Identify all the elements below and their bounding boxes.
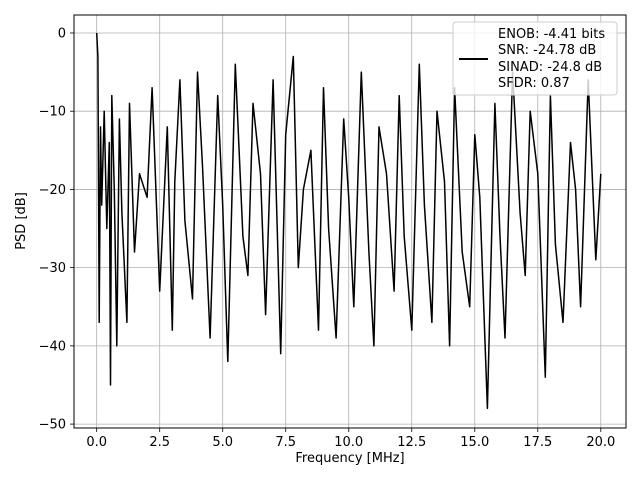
y-tick-label: 0 bbox=[58, 26, 66, 41]
x-tick-label: 7.5 bbox=[275, 435, 296, 450]
x-tick-label: 17.5 bbox=[523, 435, 552, 450]
x-tick-label: 5.0 bbox=[212, 435, 233, 450]
x-axis-ticks: 0.0 2.5 5.0 7.5 10.0 12.5 15.0 17.5 20.0 bbox=[86, 428, 615, 450]
legend-snr: SNR: -24.78 dB bbox=[498, 43, 596, 58]
x-tick-label: 2.5 bbox=[149, 435, 170, 450]
y-tick-label: −30 bbox=[39, 261, 66, 276]
y-tick-label: −20 bbox=[39, 183, 66, 198]
y-axis-label: PSD [dB] bbox=[14, 192, 29, 250]
legend-sinad: SINAD: -24.8 dB bbox=[498, 60, 602, 75]
y-tick-label: −10 bbox=[39, 105, 66, 120]
plot-frame bbox=[73, 14, 627, 429]
x-tick-label: 12.5 bbox=[397, 435, 426, 450]
x-tick-label: 15.0 bbox=[460, 435, 489, 450]
y-tick-label: −50 bbox=[39, 418, 66, 433]
x-tick-label: 10.0 bbox=[334, 435, 363, 450]
y-axis-ticks: 0 −10 −20 −30 −40 −50 bbox=[39, 26, 74, 433]
x-axis-label: Frequency [MHz] bbox=[295, 451, 404, 466]
x-tick-label: 0.0 bbox=[86, 435, 107, 450]
series-layer bbox=[95, 32, 602, 410]
legend-sfdr: SFDR: 0.87 bbox=[498, 76, 570, 91]
legend-enob: ENOB: -4.41 bits bbox=[498, 27, 605, 42]
psd-series-line bbox=[95, 32, 602, 410]
x-tick-label: 20.0 bbox=[586, 435, 615, 450]
y-tick-label: −40 bbox=[39, 339, 66, 354]
legend-box bbox=[452, 21, 618, 96]
legend: ENOB: -4.41 bits SNR: -24.78 dB SINAD: -… bbox=[452, 21, 618, 96]
